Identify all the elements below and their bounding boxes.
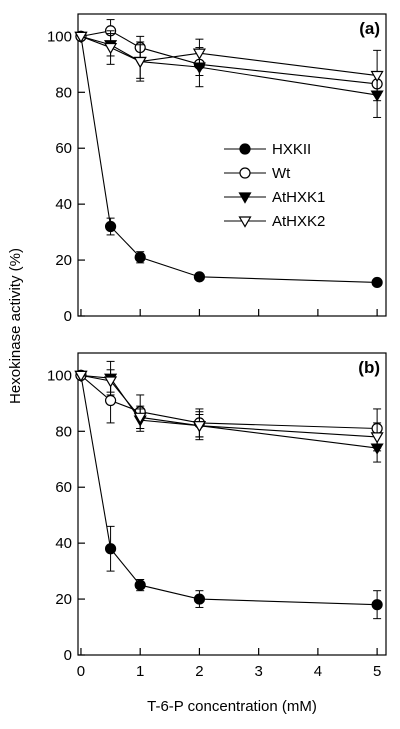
y-tick-label-b-80: 80 — [55, 423, 72, 440]
x-tick-label-b-0: 0 — [77, 663, 85, 680]
data-point-b-hxkii-1 — [104, 543, 117, 555]
legend: HXKII Wt AtHXK1 AtHXK2 — [224, 141, 325, 230]
series-line-a-athxk1 — [80, 35, 378, 96]
data-point-b-athxk2-3 — [192, 421, 206, 433]
data-point-a-athxk2-0 — [74, 31, 88, 44]
series-b-athxk1 — [74, 360, 384, 463]
data-point-b-athxk2-4 — [370, 432, 384, 444]
legend-label-athxk1: AtHXK1 — [272, 189, 325, 206]
x-axis-title: T-6-P concentration (mM) — [147, 698, 317, 715]
series-line-a-hxkii — [80, 36, 378, 283]
data-point-b-athxk2-1 — [104, 376, 118, 388]
series-line-b-wt — [80, 374, 378, 430]
x-tick-label-b-3: 3 — [254, 663, 262, 680]
data-point-b-athxk2-0 — [74, 370, 88, 383]
data-point-a-athxk2-4 — [370, 70, 384, 83]
data-point-b-hxkii-3 — [193, 593, 206, 605]
panel-b: 0 20 40 60 80 100 0 1 2 3 4 5 (b) — [47, 352, 387, 680]
data-point-a-athxk2-1 — [104, 42, 118, 55]
y-tick-label-a-40: 40 — [55, 196, 72, 213]
x-tick-label-b-2: 2 — [195, 663, 203, 680]
y-tick-label-a-100: 100 — [47, 28, 72, 45]
series-line-a-athxk2 — [80, 35, 378, 77]
y-tick-label-a-20: 20 — [55, 252, 72, 269]
data-point-a-athxk2-2 — [133, 56, 147, 69]
panel-a: 0 20 40 60 80 100 (a) — [47, 13, 387, 325]
data-point-b-wt-1 — [104, 394, 117, 407]
y-tick-label-b-60: 60 — [55, 479, 72, 496]
data-point-a-hxkii-1 — [104, 220, 117, 233]
series-b-hxkii — [75, 369, 383, 620]
data-point-a-hxkii-3 — [193, 271, 206, 283]
y-axis-title: Hexokinase activity (%) — [7, 248, 24, 404]
plot-frame-a — [77, 13, 387, 317]
data-point-a-hxkii-4 — [371, 276, 383, 289]
legend-label-hxkii: HXKII — [272, 141, 311, 158]
y-tick-label-a-80: 80 — [55, 84, 72, 101]
x-tick-label-b-1: 1 — [136, 663, 144, 680]
x-tick-label-b-4: 4 — [314, 663, 322, 680]
legend-label-wt: Wt — [272, 165, 291, 182]
y-tick-label-b-100: 100 — [47, 367, 72, 384]
data-point-b-athxk2-2 — [133, 412, 147, 425]
legend-item-wt: Wt — [224, 165, 291, 182]
legend-item-athxk1: AtHXK1 — [224, 189, 325, 206]
series-b-wt — [75, 369, 383, 449]
legend-marker-hxkii — [239, 143, 251, 155]
data-point-b-hxkii-2 — [134, 579, 146, 591]
series-a-athxk1 — [74, 31, 384, 118]
data-point-a-athxk2-3 — [192, 48, 206, 60]
series-a-athxk2 — [74, 30, 384, 102]
legend-item-athxk2: AtHXK2 — [224, 213, 325, 230]
series-a-hxkii — [75, 30, 383, 289]
y-tick-label-b-20: 20 — [55, 591, 72, 608]
series-b-athxk2 — [74, 369, 384, 452]
panel-label-a: (a) — [359, 19, 380, 38]
legend-marker-wt — [239, 167, 251, 179]
y-tick-label-b-40: 40 — [55, 535, 72, 552]
series-line-b-hxkii — [80, 375, 378, 606]
y-tick-label-a-60: 60 — [55, 140, 72, 157]
x-tick-label-b-5: 5 — [373, 663, 381, 680]
data-point-b-hxkii-4 — [371, 599, 383, 611]
panel-label-b: (b) — [358, 358, 380, 377]
y-tick-label-a-0: 0 — [64, 308, 72, 325]
data-point-a-hxkii-2 — [134, 251, 146, 263]
legend-item-hxkii: HXKII — [224, 141, 311, 158]
legend-marker-athxk1 — [238, 192, 252, 204]
y-tick-label-b-0: 0 — [64, 647, 72, 664]
series-line-b-athxk1 — [80, 374, 378, 449]
legend-label-athxk2: AtHXK2 — [272, 213, 325, 230]
plot-frame-b — [77, 352, 387, 656]
legend-marker-athxk2 — [238, 216, 252, 228]
